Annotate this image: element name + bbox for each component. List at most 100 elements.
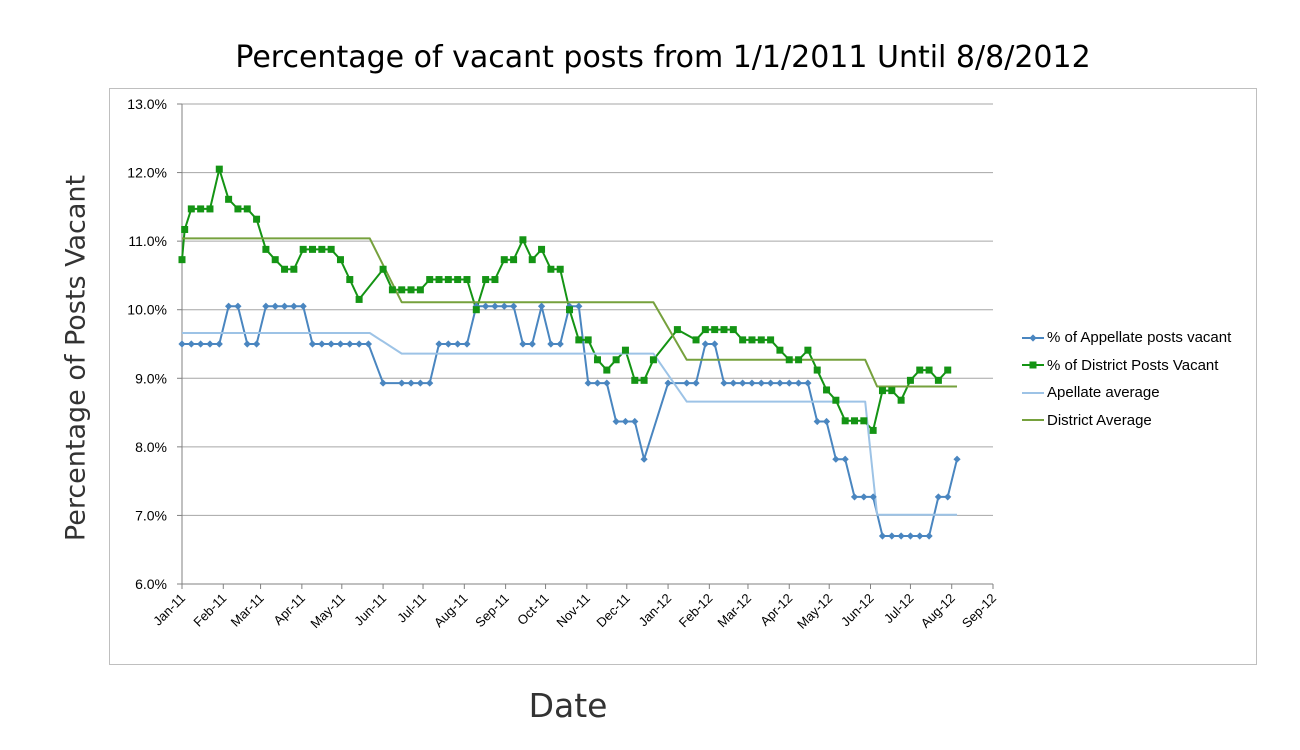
data-point	[640, 455, 648, 463]
data-point	[776, 379, 784, 387]
data-point	[767, 336, 775, 344]
data-point	[519, 340, 527, 348]
data-point	[729, 326, 737, 334]
data-point	[416, 286, 424, 294]
data-point	[215, 340, 223, 348]
data-point	[621, 346, 629, 354]
data-point	[640, 376, 648, 384]
data-point	[547, 340, 555, 348]
y-tick-label: 6.0%	[135, 576, 167, 592]
data-point	[178, 256, 186, 264]
data-point	[262, 245, 270, 253]
x-tick-label: Aug-12	[918, 591, 958, 631]
data-point	[426, 276, 434, 284]
x-tick-label: Jan-11	[150, 591, 188, 629]
data-point	[575, 302, 583, 310]
data-point	[739, 336, 747, 344]
data-point	[500, 302, 508, 310]
data-point	[519, 236, 527, 244]
axes: 6.0% 7.0% 8.0% 9.0% 10.0% 11.0% 12.0% 13.0% Jan-…	[127, 96, 999, 632]
x-tick-label: Dec-11	[593, 591, 633, 631]
data-point	[897, 396, 905, 404]
data-point	[500, 256, 508, 264]
data-point	[327, 245, 335, 253]
chart-frame	[109, 88, 1257, 665]
data-point	[309, 245, 317, 253]
data-point	[271, 302, 279, 310]
legend-label: % of District Posts Vacant	[1047, 356, 1219, 374]
data-point	[509, 302, 518, 310]
data-point	[336, 340, 345, 348]
data-point	[888, 532, 896, 540]
data-point	[206, 205, 214, 213]
data-point	[593, 356, 601, 364]
data-point	[804, 379, 812, 387]
x-tick-label: May-12	[794, 591, 835, 632]
data-point	[748, 379, 756, 387]
x-tick-label: May-11	[307, 591, 348, 632]
data-point	[407, 286, 415, 294]
data-point	[739, 379, 747, 387]
data-point	[290, 302, 298, 310]
x-axis-title: Date	[528, 686, 608, 725]
x-tick-label: Sep-12	[959, 591, 999, 631]
data-point	[729, 379, 737, 387]
data-point	[327, 340, 335, 348]
data-point	[934, 376, 942, 384]
data-point	[280, 302, 289, 310]
series-line-of-district-posts-vacant	[181, 168, 949, 432]
x-tick-label: Feb-12	[676, 591, 716, 631]
data-point	[869, 493, 877, 501]
series-markers	[178, 165, 961, 540]
y-tick-label: 11.0%	[128, 233, 167, 249]
data-point	[906, 532, 915, 540]
data-point	[225, 302, 233, 310]
x-tick-label: Sep-11	[472, 591, 512, 631]
data-point	[878, 387, 886, 395]
data-point	[860, 493, 868, 501]
data-point	[711, 340, 719, 348]
y-tick-label: 12.0%	[127, 165, 167, 181]
data-point	[491, 302, 499, 310]
data-point	[701, 340, 709, 348]
data-point	[463, 276, 471, 284]
data-point	[435, 340, 443, 348]
data-point	[631, 376, 639, 384]
data-point	[575, 336, 583, 344]
data-point	[832, 455, 840, 463]
data-point	[841, 417, 849, 425]
data-point	[454, 276, 462, 284]
data-point	[804, 346, 812, 354]
data-point	[850, 493, 859, 501]
data-point	[355, 295, 363, 303]
legend-label: District Average	[1047, 411, 1152, 429]
data-point	[234, 205, 242, 213]
data-point	[757, 379, 765, 387]
x-tick-label: Mar-12	[714, 591, 754, 631]
data-point	[925, 532, 933, 540]
data-point	[281, 265, 289, 273]
data-point	[566, 306, 574, 314]
legend-item: Apellate average	[1022, 379, 1231, 407]
data-point	[757, 336, 765, 344]
data-point	[426, 379, 434, 387]
data-point	[271, 256, 279, 264]
data-point	[584, 379, 592, 387]
data-point	[318, 245, 326, 253]
data-point	[603, 366, 611, 374]
data-point	[556, 265, 564, 273]
data-point	[916, 532, 924, 540]
series-lines	[181, 168, 958, 537]
data-point	[336, 256, 344, 264]
legend-swatch	[1022, 391, 1044, 394]
data-point	[603, 379, 611, 387]
data-point	[407, 379, 415, 387]
data-point	[491, 276, 499, 284]
data-point	[823, 386, 831, 394]
y-tick-label: 10.0%	[127, 302, 167, 318]
data-point	[612, 356, 620, 364]
data-point	[299, 302, 307, 310]
data-point	[234, 302, 242, 310]
data-point	[444, 276, 452, 284]
